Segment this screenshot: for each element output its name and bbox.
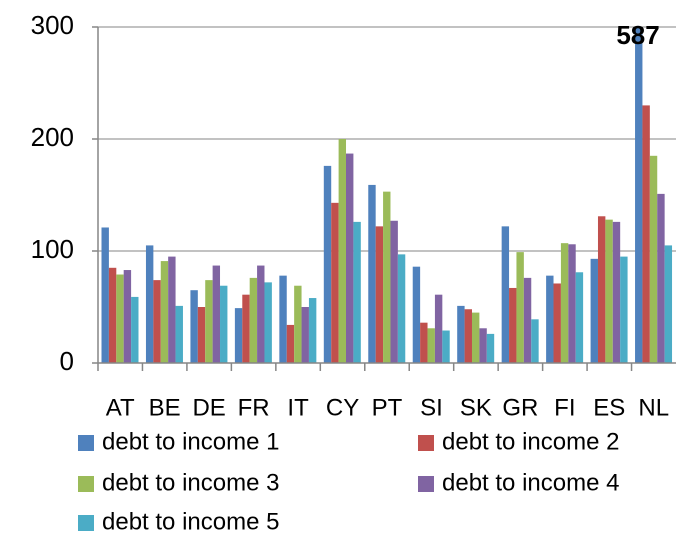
bar bbox=[612, 221, 621, 363]
bar bbox=[294, 285, 302, 363]
bar bbox=[234, 308, 243, 363]
bar bbox=[383, 191, 391, 363]
bar bbox=[442, 330, 450, 363]
bar bbox=[286, 324, 295, 363]
legend-swatch bbox=[78, 515, 94, 531]
legend-label: debt to income 5 bbox=[102, 508, 279, 535]
bar bbox=[249, 277, 258, 363]
bar bbox=[397, 254, 406, 363]
bar bbox=[168, 256, 176, 363]
bar bbox=[501, 226, 510, 363]
x-tick-label: GR bbox=[502, 394, 538, 421]
bar bbox=[590, 258, 598, 363]
bar bbox=[664, 245, 673, 363]
x-tick-label: SK bbox=[460, 394, 492, 421]
bar bbox=[145, 245, 154, 363]
bar bbox=[212, 265, 221, 363]
legend-swatch bbox=[78, 476, 94, 492]
bar bbox=[642, 105, 650, 364]
bar bbox=[331, 202, 339, 363]
bar bbox=[242, 294, 250, 363]
x-tick-label: ES bbox=[593, 394, 625, 421]
y-tick-label: 200 bbox=[31, 122, 74, 152]
bar bbox=[301, 307, 309, 363]
bar bbox=[420, 322, 428, 363]
bar bbox=[131, 296, 139, 363]
x-tick-label: BE bbox=[149, 394, 181, 421]
legend-label: debt to income 4 bbox=[442, 469, 619, 496]
data-label: 587 bbox=[616, 20, 659, 50]
bar bbox=[509, 287, 517, 363]
bar bbox=[264, 282, 272, 363]
x-tick-label: FI bbox=[554, 394, 575, 421]
bar bbox=[531, 319, 539, 363]
bar bbox=[471, 312, 480, 363]
bar bbox=[434, 294, 443, 363]
x-tick-label: IT bbox=[287, 394, 309, 421]
legend-label: debt to income 1 bbox=[102, 428, 279, 455]
legend-label: debt to income 2 bbox=[442, 428, 619, 455]
y-tick-label: 300 bbox=[31, 10, 74, 40]
y-tick-label: 100 bbox=[31, 234, 74, 264]
x-tick-label: DE bbox=[192, 394, 225, 421]
bar bbox=[108, 267, 117, 363]
x-tick-label: AT bbox=[106, 394, 135, 421]
bar bbox=[479, 328, 487, 363]
bar bbox=[338, 139, 347, 363]
bar bbox=[412, 266, 421, 363]
bar bbox=[523, 277, 532, 363]
bar bbox=[597, 216, 606, 363]
bar bbox=[649, 155, 658, 363]
bar bbox=[368, 184, 376, 363]
bar bbox=[427, 328, 435, 363]
bar bbox=[197, 307, 206, 363]
bar bbox=[116, 274, 124, 363]
bar bbox=[353, 221, 361, 363]
bar bbox=[346, 153, 354, 363]
bar bbox=[657, 193, 665, 363]
x-tick-label: PT bbox=[372, 394, 403, 421]
y-tick-label: 0 bbox=[60, 346, 74, 376]
legend-swatch bbox=[418, 476, 434, 492]
bar bbox=[279, 275, 287, 363]
x-tick-label: CY bbox=[326, 394, 359, 421]
bar bbox=[605, 219, 613, 363]
bar bbox=[516, 252, 524, 363]
axes: 0 100 200 300 AT BE DE FR IT CY PT SI SK GR FI ES NL 587 bbox=[31, 10, 676, 421]
bar bbox=[308, 298, 317, 363]
x-tick-label: FR bbox=[238, 394, 270, 421]
bar bbox=[390, 220, 398, 363]
bar bbox=[575, 272, 584, 363]
bar bbox=[153, 280, 161, 363]
bar bbox=[464, 309, 472, 363]
bar bbox=[190, 290, 198, 363]
bar bbox=[375, 226, 384, 363]
bar bbox=[560, 243, 569, 363]
x-tick-label: NL bbox=[638, 394, 669, 421]
bar bbox=[553, 283, 561, 363]
bar bbox=[123, 270, 132, 363]
bar bbox=[175, 305, 183, 363]
bars bbox=[101, 27, 673, 364]
bar bbox=[220, 285, 228, 363]
bar bbox=[205, 280, 213, 363]
legend-swatch bbox=[78, 435, 94, 451]
bar bbox=[160, 261, 169, 363]
legend-swatch bbox=[418, 435, 434, 451]
bar bbox=[546, 275, 554, 363]
bar bbox=[257, 265, 265, 363]
legend-label: debt to income 3 bbox=[102, 469, 279, 496]
bar bbox=[568, 244, 576, 363]
bar bbox=[486, 333, 495, 363]
bar bbox=[323, 165, 332, 363]
bar bbox=[457, 305, 465, 363]
bar bbox=[620, 256, 628, 363]
bar bbox=[101, 227, 109, 363]
x-tick-label: SI bbox=[420, 394, 443, 421]
bar bbox=[635, 27, 643, 363]
